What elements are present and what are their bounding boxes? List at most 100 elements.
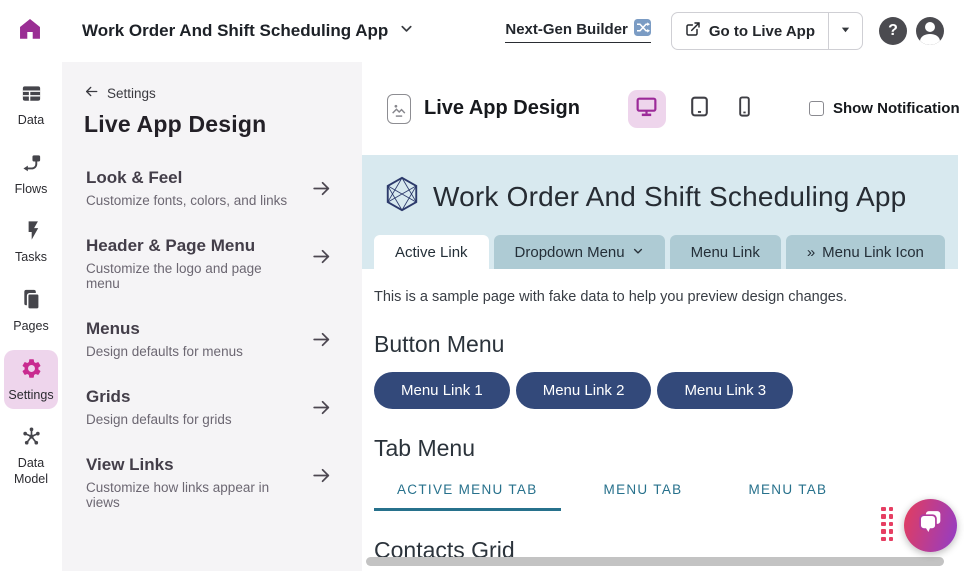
tablet-view-button[interactable] — [687, 94, 712, 124]
settings-item-title: Grids — [86, 387, 131, 406]
menu-link-2-button[interactable]: Menu Link 2 — [515, 372, 652, 409]
settings-item-look-and-feel[interactable]: Look & Feel Customize fonts, colors, and… — [84, 168, 338, 208]
menu-tab-active-link[interactable]: Active Link — [374, 235, 489, 269]
settings-item-description: Customize the logo and page menu — [86, 261, 262, 291]
lightning-icon — [20, 219, 43, 247]
button-menu-heading: Button Menu — [374, 331, 505, 357]
chat-widget-button[interactable] — [904, 499, 957, 552]
main-header: Live App Design — [362, 62, 964, 155]
show-notification-checkbox[interactable] — [808, 101, 824, 116]
external-link-icon — [685, 21, 701, 41]
tab-active-menu-tab[interactable]: ACTIVE MENU TAB — [374, 476, 561, 511]
app-title: Work Order And Shift Scheduling App — [82, 21, 389, 40]
device-toggle-group — [627, 89, 756, 128]
nav-rail: Data Flows Tasks Pages — [0, 62, 62, 571]
sidebar-item-data[interactable]: Data — [4, 75, 58, 135]
design-preview-icon — [387, 93, 411, 124]
horizontal-scrollbar[interactable] — [366, 557, 944, 566]
desktop-view-button[interactable] — [627, 89, 666, 128]
sidebar-item-label: Pages — [13, 318, 49, 333]
settings-item-title: Look & Feel — [86, 168, 183, 187]
preview-menu-bar: Active Link Dropdown Menu Menu Link » Me… — [374, 235, 958, 269]
menu-tab-label: Menu Link Icon — [822, 243, 924, 261]
caret-down-icon — [840, 22, 851, 40]
settings-item-title: View Links — [86, 455, 174, 474]
settings-item-view-links[interactable]: View Links Customize how links appear in… — [84, 455, 338, 510]
sidebar-item-tasks[interactable]: Tasks — [4, 212, 58, 272]
sidebar-item-pages[interactable]: Pages — [4, 281, 58, 341]
back-to-settings-link[interactable]: Settings — [84, 84, 338, 102]
sidebar-item-label: Settings — [8, 387, 54, 402]
tab-menu-tab-1[interactable]: MENU TAB — [603, 482, 683, 497]
sidebar-item-settings[interactable]: Settings — [4, 349, 58, 410]
menu-tab-menu-link-icon[interactable]: » Menu Link Icon — [785, 235, 945, 269]
table-icon — [20, 82, 43, 110]
panel-title: Live App Design — [84, 111, 267, 137]
shuffle-icon — [633, 19, 651, 40]
settings-panel: Settings Live App Design Look & Feel Cus… — [62, 62, 362, 571]
sidebar-item-label: Tasks — [15, 250, 47, 265]
home-icon — [17, 16, 43, 47]
sidebar-item-label: Flows — [14, 181, 48, 196]
tab-menu: ACTIVE MENU TAB MENU TAB MENU TAB — [374, 476, 964, 511]
page-title: Live App Design — [424, 97, 580, 119]
sidebar-item-data-model[interactable]: Data Model — [4, 418, 58, 493]
go-to-live-app-split-button: Go to Live App — [670, 12, 863, 50]
menu-tab-menu-link[interactable]: Menu Link — [669, 235, 781, 269]
menu-link-1-button[interactable]: Menu Link 1 — [374, 372, 510, 409]
home-button[interactable] — [16, 17, 44, 45]
arrow-right-icon — [311, 246, 332, 272]
back-link-label: Settings — [107, 85, 156, 101]
menu-tab-label: Dropdown Menu — [514, 243, 625, 261]
settings-item-grids[interactable]: Grids Design defaults for grids — [84, 387, 338, 427]
desktop-icon — [634, 94, 659, 124]
settings-item-description: Customize how links appear in views — [86, 480, 270, 510]
settings-item-title: Menus — [86, 319, 140, 338]
settings-item-description: Design defaults for grids — [86, 412, 232, 427]
drag-handle[interactable] — [881, 506, 893, 541]
tab-menu-tab-2[interactable]: MENU TAB — [748, 482, 828, 497]
menu-tab-label: Menu Link — [690, 243, 760, 261]
preview-app-title: Work Order And Shift Scheduling App — [433, 180, 907, 212]
mobile-icon — [733, 95, 756, 123]
app-switcher[interactable]: Work Order And Shift Scheduling App — [82, 21, 414, 41]
next-gen-builder-label: Next-Gen Builder — [505, 21, 628, 38]
tab-menu-heading: Tab Menu — [374, 435, 476, 461]
double-chevron-icon: » — [806, 243, 816, 261]
menu-tab-dropdown-menu[interactable]: Dropdown Menu — [493, 235, 665, 269]
settings-item-title: Header & Page Menu — [86, 236, 256, 255]
arrow-right-icon — [311, 397, 332, 423]
account-avatar[interactable] — [916, 17, 944, 45]
settings-item-header-page-menu[interactable]: Header & Page Menu Customize the logo an… — [84, 236, 338, 291]
network-icon — [20, 425, 43, 453]
settings-item-menus[interactable]: Menus Design defaults for menus — [84, 319, 338, 359]
sidebar-item-label: Data Model — [13, 456, 49, 486]
topbar: Work Order And Shift Scheduling App Next… — [0, 0, 964, 62]
menu-tab-label: Active Link — [395, 243, 468, 261]
arrow-right-icon — [311, 465, 332, 491]
pages-icon — [20, 288, 43, 316]
settings-item-description: Customize fonts, colors, and links — [86, 193, 288, 208]
main-content: Live App Design — [362, 62, 964, 571]
go-to-live-app-dropdown-button[interactable] — [828, 13, 862, 49]
live-app-preview-header: Work Order And Shift Scheduling App Acti… — [362, 155, 958, 269]
button-menu: Menu Link 1 Menu Link 2 Menu Link 3 — [374, 372, 964, 409]
gear-icon — [20, 357, 43, 385]
sample-text: This is a sample page with fake data to … — [374, 289, 848, 305]
chevron-down-icon — [399, 21, 414, 41]
menu-link-3-button[interactable]: Menu Link 3 — [657, 372, 794, 409]
next-gen-builder-link[interactable]: Next-Gen Builder — [505, 19, 651, 43]
sidebar-item-label: Data — [17, 113, 45, 127]
chat-bubbles-icon — [914, 506, 948, 545]
notification-toggle: Show Notification P — [808, 100, 964, 117]
arrow-left-icon — [84, 84, 99, 102]
go-to-live-app-button[interactable]: Go to Live App — [672, 13, 828, 49]
sidebar-item-flows[interactable]: Flows — [4, 144, 58, 204]
chevron-down-icon — [632, 244, 644, 261]
arrow-right-icon — [311, 178, 332, 204]
settings-item-description: Design defaults for menus — [86, 344, 243, 359]
mobile-view-button[interactable] — [733, 95, 756, 123]
help-button[interactable]: ? — [879, 17, 907, 45]
flow-icon — [20, 151, 43, 179]
